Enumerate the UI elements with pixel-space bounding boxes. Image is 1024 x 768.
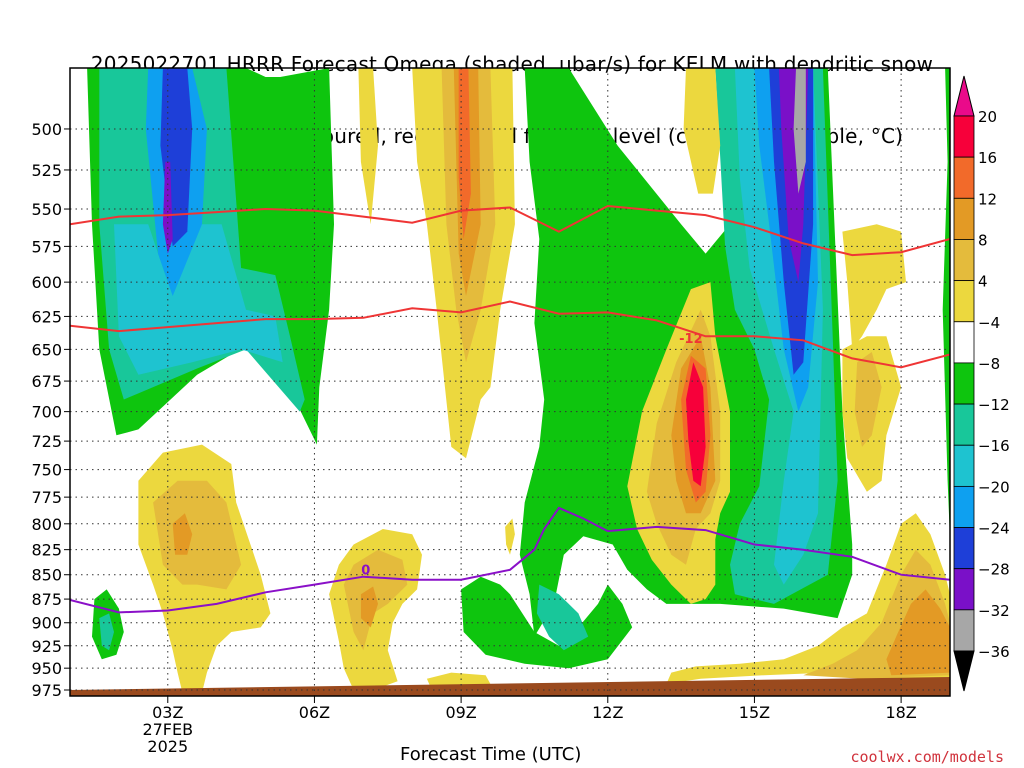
colorbar-bin-9 <box>953 485 975 528</box>
snow-growth-lower-contour <box>70 300 950 369</box>
omega-region-descent-lower-left-mid <box>153 480 242 590</box>
omega-region-weak-descent-upper-gap <box>683 68 721 194</box>
omega-region-peak-ascent-left-column <box>162 161 173 254</box>
contour-lines: -12 0 <box>70 204 950 614</box>
colorbar-bin-8 <box>953 444 975 487</box>
y-tick-label-800: 800 <box>31 515 62 534</box>
colorbar-bin-7 <box>953 403 975 446</box>
x-axis-label: Forecast Time (UTC) <box>400 744 582 765</box>
colorbar-label-3: 8 <box>978 231 988 249</box>
omega-region-ascent-left-bottom <box>99 613 114 651</box>
colorbar-bin-3 <box>953 239 975 282</box>
colorbar-bin-4 <box>953 280 975 323</box>
y-tick-label-875: 875 <box>31 590 62 609</box>
colorbar-label-13: −36 <box>978 643 1010 661</box>
y-tick-label-625: 625 <box>31 307 62 326</box>
colorbar-bin-2 <box>953 197 975 240</box>
omega-region-descent-right-lower-core <box>886 589 950 676</box>
colorbar-bin-10 <box>953 527 975 570</box>
snow-growth-contour-label: -12 <box>679 332 703 347</box>
snow-growth-upper-contour <box>70 204 950 257</box>
colorbar-label-2: 12 <box>978 190 997 208</box>
y-tick-label-725: 725 <box>31 432 62 451</box>
x-tick-label-15: 15Z <box>739 703 770 722</box>
omega-region-extreme-ascent-middle-column <box>793 68 806 194</box>
omega-region-descent-lower-centre-core <box>360 586 378 628</box>
freezing-level-contour <box>70 506 950 614</box>
colorbar-bottom-arrow <box>953 650 975 692</box>
omega-region-descent-lower-left-core <box>172 513 193 555</box>
terrain-layer <box>70 676 950 696</box>
colorbar-bin-11 <box>953 568 975 611</box>
x-tick-label-12: 12Z <box>592 703 623 722</box>
colorbar-label-0: 20 <box>978 108 997 126</box>
y-tick-label-750: 750 <box>31 461 62 480</box>
y-tick-label-850: 850 <box>31 566 62 585</box>
x-tick-label-18: 18Z <box>885 703 916 722</box>
x-tick-label-9: 09Z <box>445 703 476 722</box>
colorbar-bin-1 <box>953 156 975 199</box>
x-date-year: 2025 <box>147 737 188 756</box>
omega-shaded-field <box>87 68 950 693</box>
colorbar-label-11: −28 <box>978 561 1010 579</box>
omega-region-ascent-lower-middle <box>536 584 589 651</box>
y-tick-label-525: 525 <box>31 161 62 180</box>
omega-region-weak-ascent-right-edge <box>942 68 950 540</box>
colorbar-label-5: −4 <box>978 314 1000 332</box>
freezing-level-label: 0 <box>361 564 370 579</box>
x-tick-label-3: 03Z <box>152 703 183 722</box>
x-date-day: 27FEB <box>142 720 193 739</box>
y-tick-label-675: 675 <box>31 372 62 391</box>
pressure-axis: 500 525 550 575 600 625 650 675 700 725 750 775 800 8… <box>31 120 70 700</box>
omega-region-weak-ascent-lower-middle <box>461 576 633 669</box>
omega-region-descent-right-column-mid <box>854 352 882 447</box>
colorbar-bin-12 <box>953 609 975 652</box>
y-tick-label-600: 600 <box>31 273 62 292</box>
colorbar-label-10: −24 <box>978 520 1010 538</box>
y-tick-label-550: 550 <box>31 200 62 219</box>
colorbar-label-6: −8 <box>978 355 1000 373</box>
omega-region-descent-right-central-peak <box>686 362 706 487</box>
y-tick-label-925: 925 <box>31 637 62 656</box>
y-tick-label-700: 700 <box>31 403 62 422</box>
colorbar-bin-5 <box>953 321 975 364</box>
y-tick-label-950: 950 <box>31 659 62 678</box>
omega-region-descent-right-upper <box>842 224 906 350</box>
omega-colorbar: 20 16 12 8 4 −4 −8 −12 −16 −20 −24 −28 −32 −36 <box>953 75 1010 692</box>
colorbar-label-12: −32 <box>978 602 1010 620</box>
y-tick-label-900: 900 <box>31 614 62 633</box>
colorbar-label-8: −16 <box>978 437 1010 455</box>
omega-region-ascent-left-column-core <box>114 224 283 375</box>
colorbar-bin-0 <box>953 115 975 158</box>
x-tick-label-6: 06Z <box>299 703 330 722</box>
y-tick-label-500: 500 <box>31 120 62 139</box>
colorbar-label-9: −20 <box>978 478 1010 496</box>
colorbar-label-7: −12 <box>978 396 1010 414</box>
grid-lines <box>70 68 950 696</box>
omega-region-weak-descent-upper-left <box>358 68 378 225</box>
colorbar-label-4: 4 <box>978 273 988 291</box>
y-tick-label-975: 975 <box>31 681 62 700</box>
colorbar-label-1: 16 <box>978 149 997 167</box>
plot-frame <box>69 67 951 697</box>
colorbar-top-arrow <box>953 75 975 117</box>
omega-region-descent-left-upper-column-peak <box>458 68 471 239</box>
omega-region-descent-small-cell <box>505 518 515 555</box>
colorbar-bin-6 <box>953 362 975 405</box>
y-tick-label-775: 775 <box>31 488 62 507</box>
site-credit[interactable]: coolwx.com/models <box>850 748 1004 766</box>
y-tick-label-650: 650 <box>31 340 62 359</box>
y-tick-label-825: 825 <box>31 541 62 560</box>
terrain-fill <box>70 676 950 696</box>
y-tick-label-575: 575 <box>31 237 62 256</box>
